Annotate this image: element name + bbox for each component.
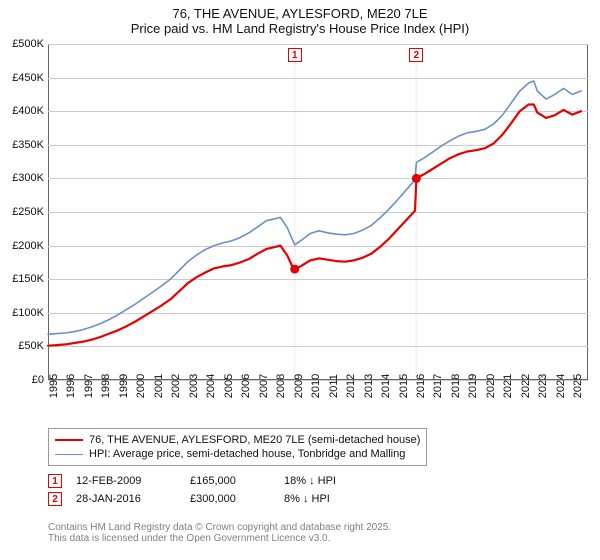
- footnote-line2: This data is licensed under the Open Gov…: [48, 533, 391, 544]
- plot-svg: [48, 44, 588, 380]
- sale-marker-1: 1: [288, 48, 302, 62]
- footnote-line1: Contains HM Land Registry data © Crown c…: [48, 522, 391, 533]
- sales-diff: 8% ↓ HPI: [284, 493, 374, 505]
- ytick-label: £400K: [2, 105, 44, 117]
- ytick-label: £100K: [2, 307, 44, 319]
- legend-label: HPI: Average price, semi-detached house,…: [89, 448, 405, 460]
- sale-band: [415, 44, 417, 380]
- sales-price: £300,000: [190, 493, 270, 505]
- chart-title: 76, THE AVENUE, AYLESFORD, ME20 7LE Pric…: [0, 0, 600, 40]
- ytick-label: £0: [2, 374, 44, 386]
- footnote: Contains HM Land Registry data © Crown c…: [48, 522, 391, 544]
- legend-item: 76, THE AVENUE, AYLESFORD, ME20 7LE (sem…: [55, 433, 420, 447]
- sale-dot: [412, 174, 421, 183]
- sales-row: 2 28-JAN-2016 £300,000 8% ↓ HPI: [48, 490, 374, 508]
- ytick-label: £500K: [2, 38, 44, 50]
- sales-price: £165,000: [190, 475, 270, 487]
- sales-row-marker: 1: [48, 474, 62, 488]
- sales-diff: 18% ↓ HPI: [284, 475, 374, 487]
- legend-swatch: [55, 439, 83, 441]
- legend-item: HPI: Average price, semi-detached house,…: [55, 447, 420, 461]
- sales-row: 1 12-FEB-2009 £165,000 18% ↓ HPI: [48, 472, 374, 490]
- legend-label: 76, THE AVENUE, AYLESFORD, ME20 7LE (sem…: [89, 434, 420, 446]
- ytick-label: £200K: [2, 240, 44, 252]
- ytick-label: £300K: [2, 172, 44, 184]
- chart-container: { "title": { "line1": "76, THE AVENUE, A…: [0, 0, 600, 560]
- ytick-label: £350K: [2, 139, 44, 151]
- sale-marker-2: 2: [409, 48, 423, 62]
- title-address: 76, THE AVENUE, AYLESFORD, ME20 7LE: [8, 6, 592, 21]
- ytick-label: £50K: [2, 340, 44, 352]
- ytick-label: £150K: [2, 273, 44, 285]
- sales-date: 28-JAN-2016: [76, 493, 176, 505]
- sales-table: 1 12-FEB-2009 £165,000 18% ↓ HPI 2 28-JAN-201…: [48, 472, 374, 508]
- title-subtitle: Price paid vs. HM Land Registry's House …: [8, 21, 592, 36]
- legend: 76, THE AVENUE, AYLESFORD, ME20 7LE (sem…: [48, 428, 427, 466]
- series-hpi: [48, 81, 581, 334]
- ytick-label: £250K: [2, 206, 44, 218]
- sale-band: [294, 44, 296, 380]
- ytick-label: £450K: [2, 72, 44, 84]
- legend-swatch: [55, 454, 83, 455]
- sales-row-marker: 2: [48, 492, 62, 506]
- sales-date: 12-FEB-2009: [76, 475, 176, 487]
- sale-dot: [290, 265, 299, 274]
